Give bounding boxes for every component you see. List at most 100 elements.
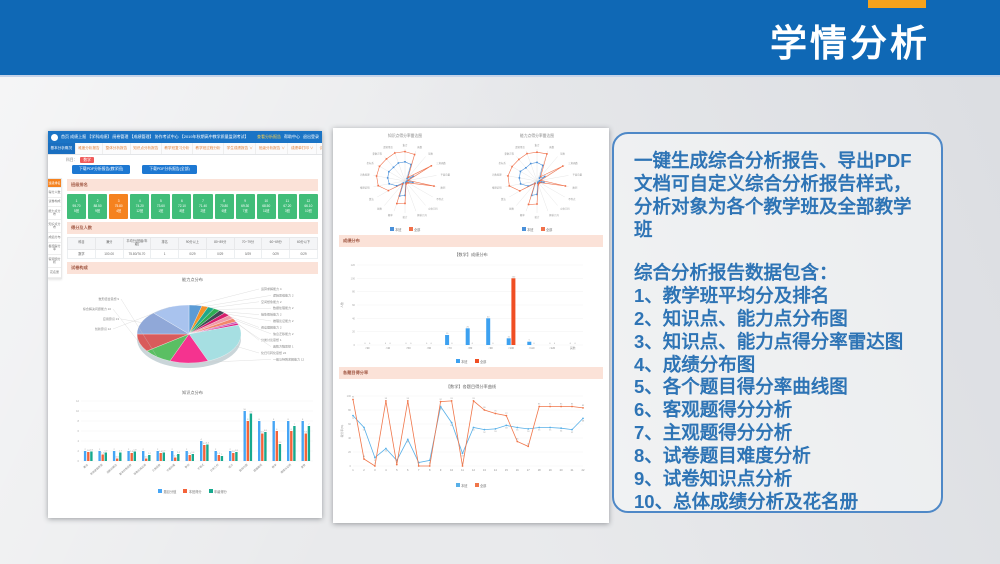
legend-item: 本班得分 xyxy=(183,488,202,494)
svg-text:1: 1 xyxy=(221,454,223,456)
tile-rank: 12 xyxy=(306,199,311,204)
svg-text:100: 100 xyxy=(512,276,516,278)
svg-text:62: 62 xyxy=(450,425,453,427)
feature-item: 2、知识点、能力点分布图 xyxy=(634,307,848,329)
svg-text:0: 0 xyxy=(431,343,433,345)
svg-text:坐标系: 坐标系 xyxy=(367,161,375,165)
tile-score: 71.40 xyxy=(199,204,207,209)
nav-item[interactable]: 【2019年秋期高中教学质量监测考试】 xyxy=(178,134,249,139)
tab-9[interactable]: 试卷讲评报告 ∨ xyxy=(317,143,322,154)
score-summary-table: 科目 满分 平均分(班级/年级) 排名 90分以上 80~89分 70~79分 60~69分 6… xyxy=(67,237,318,259)
subject-badge[interactable]: 数学 xyxy=(80,157,94,163)
svg-text:2: 2 xyxy=(128,449,130,451)
svg-text:4: 4 xyxy=(78,439,80,443)
svg-text:0: 0 xyxy=(554,343,556,345)
tab-4[interactable]: 教学班复习分析 xyxy=(162,143,193,154)
svg-text:2: 2 xyxy=(396,462,398,464)
legend-item: 年级得分 xyxy=(208,488,227,494)
table-header: 60分以下 xyxy=(289,237,318,250)
class-rank-tiles: 1 95.70 5班 2 88.50 9班 3 75.80 4班 4 74.20 12班 5 73.60 1… xyxy=(67,194,318,219)
svg-text:复数: 复数 xyxy=(509,207,514,211)
svg-text:58: 58 xyxy=(505,428,508,430)
tab-6[interactable]: 学生成绩报告 ∨ xyxy=(224,143,257,154)
svg-text:导数: 导数 xyxy=(560,151,565,155)
report-content: 班级排名 1 95.70 5班 2 88.50 9班 3 75.80 4班 4 74.20 12班 5 7… xyxy=(62,176,322,518)
tab-1[interactable]: 难度分析报告 xyxy=(76,143,104,154)
tab-3[interactable]: 知识点分析报告 xyxy=(131,143,162,154)
svg-text:2: 2 xyxy=(363,468,365,472)
svg-text:平面向量: 平面向量 xyxy=(441,173,451,177)
nav-item[interactable]: 阅卷管理 xyxy=(111,134,129,139)
radar-chart-box: 知识点得分率雷达图 集合 函数 导数 三角函数 平面向量 数列 不等式 立体几何 解析几何 统计 概率… xyxy=(343,132,467,232)
svg-text:10: 10 xyxy=(243,409,246,411)
tab-5[interactable]: 教学班过程分析 xyxy=(193,143,225,154)
tab-2[interactable]: 整体分析报告 xyxy=(103,143,131,154)
anchor-item[interactable]: 试卷构成 xyxy=(48,197,61,208)
anchor-item[interactable]: 得分人数 xyxy=(48,188,61,198)
svg-text:35: 35 xyxy=(516,439,519,441)
svg-text:9.5: 9.5 xyxy=(249,411,253,413)
nav-item[interactable]: 首页 xyxy=(61,134,69,139)
svg-text:三角函数: 三角函数 xyxy=(436,161,446,165)
svg-text:13: 13 xyxy=(483,468,486,472)
anchor-item[interactable]: 各题得分率 xyxy=(48,242,61,256)
tab-0[interactable]: 基本分析概况 xyxy=(48,143,76,154)
svg-text:不等式: 不等式 xyxy=(436,197,444,201)
anchor-item[interactable]: 能力点分布 xyxy=(48,207,61,221)
anchor-item[interactable]: 客观题分析 xyxy=(48,255,61,269)
table-cell: 1 xyxy=(150,248,180,259)
svg-text:<110: <110 xyxy=(529,346,535,350)
svg-text:55: 55 xyxy=(516,430,519,432)
radar-legend: 本班 全部 xyxy=(343,227,467,232)
svg-text:立体几何: 立体几何 xyxy=(560,207,570,211)
page-title: 学情分析 xyxy=(770,23,930,64)
tile-rank: 8 xyxy=(223,199,225,204)
svg-text:0: 0 xyxy=(390,343,392,345)
nav-item[interactable]: 【成绩管理】 xyxy=(128,134,154,139)
screenshot-report-charts: 知识点得分率雷达图 集合 函数 导数 三角函数 平面向量 数列 不等式 立体几何 解析几何 统计 概率… xyxy=(333,128,609,523)
svg-text:0: 0 xyxy=(364,343,366,345)
svg-text:14: 14 xyxy=(494,468,497,472)
tile-class: 8班 xyxy=(179,208,185,213)
nav-right-item[interactable]: 帮助中心 xyxy=(284,134,300,139)
svg-text:0.5: 0.5 xyxy=(145,456,149,458)
table-header: 科目 xyxy=(67,237,96,250)
anchor-item[interactable]: 花名册 xyxy=(48,268,61,278)
svg-text:函数方程思想 1: 函数方程思想 1 xyxy=(273,343,294,348)
svg-text:导数: 导数 xyxy=(428,151,433,155)
download-pdf-button[interactable]: 下载PDF分析报告(全部) xyxy=(142,165,197,174)
nav-item[interactable]: 协作考试中心 xyxy=(153,134,179,139)
legend-item: 本班 xyxy=(389,227,402,232)
svg-text:85: 85 xyxy=(439,409,442,411)
legend-swatch xyxy=(474,359,479,363)
nav-right-item[interactable]: 退出登录 xyxy=(303,134,319,139)
svg-text:概率: 概率 xyxy=(520,213,525,217)
tile-score: 74.20 xyxy=(135,204,144,209)
svg-text:解析几何: 解析几何 xyxy=(417,213,427,217)
svg-text:<90: <90 xyxy=(488,346,493,350)
legend-item: 全部 xyxy=(540,227,552,232)
nav-item[interactable]: 成绩上报 xyxy=(69,134,87,139)
rank-tile: 8 70.80 6班 xyxy=(214,194,234,219)
svg-text:其他: 其他 xyxy=(570,346,576,350)
svg-text:不等式: 不等式 xyxy=(196,462,205,470)
svg-text:不等式: 不等式 xyxy=(568,197,576,201)
svg-text:2: 2 xyxy=(78,449,80,453)
tile-score: 69.30 xyxy=(241,204,250,209)
anchor-item[interactable]: 成绩分布 xyxy=(48,233,61,243)
svg-text:概率: 概率 xyxy=(271,462,278,469)
anchor-item[interactable]: 班级排名 xyxy=(48,179,61,189)
knowledge-bar-legend: 题目分值 本班得分 年级得分 xyxy=(67,488,318,494)
svg-text:7: 7 xyxy=(308,424,310,426)
nav-item[interactable]: 【学科成绩】 xyxy=(86,134,112,139)
download-pdf-button[interactable]: 下载PDF分析报告(教学班) xyxy=(72,165,131,174)
title-banner: 学情分析 xyxy=(0,0,1000,77)
tab-8[interactable]: 成绩单打印 ∨ xyxy=(288,143,318,154)
svg-text:抽象概括能力 2: 抽象概括能力 2 xyxy=(261,311,282,316)
svg-text:0: 0 xyxy=(451,343,453,345)
nav-right-item[interactable]: 查看分析报告 xyxy=(257,134,281,139)
anchor-item[interactable]: 知识点分布 xyxy=(48,220,61,234)
tab-7[interactable]: 班级分析报告 ∨ xyxy=(256,143,289,154)
svg-text:10: 10 xyxy=(76,409,79,413)
svg-text:1.8: 1.8 xyxy=(87,450,91,452)
